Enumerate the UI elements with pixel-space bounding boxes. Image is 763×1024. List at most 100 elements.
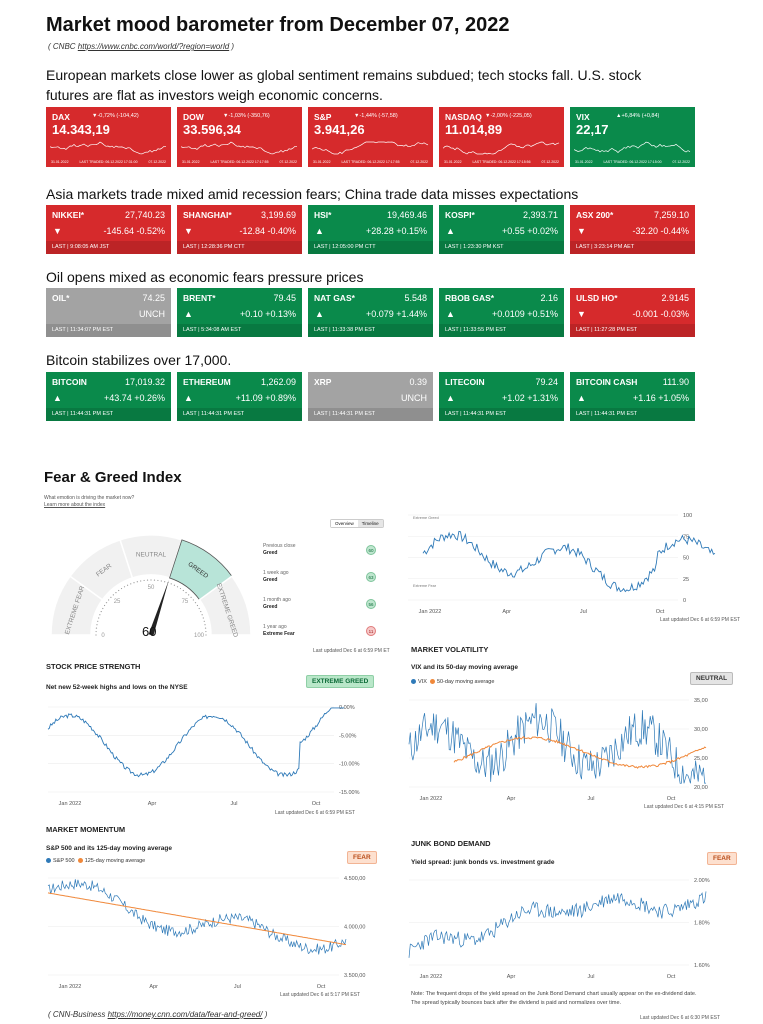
quote-card[interactable]: BRENT* 79.45 ▲ +0.10 +0.13% LAST | 5:34:08 A… <box>177 288 302 337</box>
index-card[interactable]: DAX ▼-0,72% (-104,42) 14.343,19 31.01.2022 L… <box>46 107 171 167</box>
card-dates: 31.01.2022 LAST TRADED: 06.12.2022 17:17:… <box>182 160 297 164</box>
y-tick-label: -10.00% <box>339 762 360 768</box>
index-card[interactable]: VIX ▲+6,84% (+0,84) 22,17 31.01.2022 LAST TR… <box>570 107 695 167</box>
quote-name: NAT GAS* <box>314 293 355 303</box>
quote-change: +1.16 +1.05% <box>632 393 689 403</box>
gauge-tick <box>179 587 182 590</box>
gauge-tick <box>130 583 132 585</box>
y-tick-label: 100 <box>683 513 692 519</box>
card-last-traded: LAST TRADED: 06.12.2022 17:15:56 <box>472 160 531 164</box>
quote-last-updated: LAST | 11:27:28 PM EST <box>570 324 695 337</box>
quote-price: 17,019.32 <box>124 377 165 387</box>
source-cnbc-link[interactable]: https://www.cnbc.com/world/?region=world <box>77 42 230 51</box>
tab-timeline[interactable]: Timeline <box>357 520 383 527</box>
quote-last-updated: LAST | 9:08:05 AM JST <box>46 241 171 254</box>
quote-price: 79.45 <box>273 293 296 303</box>
gauge-tick <box>133 582 135 584</box>
mm-updated: Last updated Dec 6 at 5:17 PM EST <box>280 992 361 998</box>
quote-card[interactable]: XRP 0.39 UNCH LAST | 11:44:31 PM EST <box>308 372 433 421</box>
quote-card[interactable]: BITCOIN 17,019.32 ▲ +43.74 +0.26% LAST | 11:… <box>46 372 171 421</box>
crypto-headline: Bitcoin stabilizes over 17,000. <box>46 352 232 368</box>
x-tick-label: Jul <box>234 984 241 990</box>
extreme-greed-label: Extreme Greed <box>413 516 439 520</box>
x-tick-label: Oct <box>667 796 676 802</box>
quote-change: +43.74 +0.26% <box>103 393 165 403</box>
sps-updated: Last updated Dec 6 at 6:59 PM EST <box>275 810 356 816</box>
jb-subtitle: Yield spread: junk bonds vs. investment … <box>411 859 555 866</box>
gauge-zone-label: NEUTRAL <box>136 552 167 559</box>
gauge-tick <box>115 592 117 594</box>
quote-card[interactable]: ULSD HO* 2.9145 ▼ -0.001 -0.03% LAST | 11:27… <box>570 288 695 337</box>
quote-card[interactable]: ETHEREUM 1,262.09 ▲ +11.09 +0.89% LAST | 11:… <box>177 372 302 421</box>
gauge-tick <box>100 610 102 613</box>
vix-line <box>408 703 707 784</box>
quote-name: LITECOIN <box>445 377 485 387</box>
gauge-tick <box>126 584 129 586</box>
mm-chart: 4.500,00 4.000,00 3.500,00 Jan 2022 Apr Jul Oc… <box>47 876 365 990</box>
quote-price: 2.16 <box>540 293 558 303</box>
legend-dot-icon <box>77 858 83 864</box>
quote-price: 3,199.69 <box>260 210 296 220</box>
europe-cards: DAX ▼-0,72% (-104,42) 14.343,19 31.01.2022 L… <box>46 107 695 167</box>
gauge-tick <box>108 599 110 601</box>
gauge-tick <box>157 579 159 582</box>
jb-title: JUNK BOND DEMAND <box>411 839 491 848</box>
x-tick-label: Jul <box>230 801 237 807</box>
up-arrow-icon: ▲ <box>315 226 324 236</box>
gauge-tick <box>173 584 176 586</box>
card-change: ▲+6,84% (+0,84) <box>616 113 660 119</box>
legend-dot-icon <box>46 858 51 864</box>
y-tick-label: 20,00 <box>694 785 708 791</box>
card-date-start: 31.01.2022 <box>51 160 69 164</box>
y-tick-label: 25 <box>683 577 689 583</box>
fg-updated: Last updated Dec 6 at 6:59 PM ET <box>313 648 390 654</box>
index-card[interactable]: S&P ▼-1,44% (-57,58) 3.941,26 31.01.2022 LAS… <box>308 107 433 167</box>
gauge-tick <box>203 620 205 622</box>
up-arrow-icon: ▲ <box>577 393 586 403</box>
gauge-tick <box>103 604 106 607</box>
gauge-tick <box>95 634 97 636</box>
history-item: 1 month ago Greed 56 <box>263 597 383 610</box>
quote-card[interactable]: KOSPI* 2,393.71 ▲ +0.55 +0.02% LAST | 1:23:3… <box>439 205 564 254</box>
vix-ma-line <box>453 735 707 769</box>
card-change: ▼-1,03% (-350,76) <box>223 113 270 119</box>
quote-card[interactable]: LITECOIN 79.24 ▲ +1.02 +1.31% LAST | 11:44:3… <box>439 372 564 421</box>
quote-change: +0.55 +0.02% <box>501 226 558 236</box>
card-value: 11.014,89 <box>445 122 503 137</box>
gauge-tick <box>182 589 184 592</box>
index-card[interactable]: NASDAQ ▼-2,00% (-225,05) 11.014,89 31.01.20… <box>439 107 564 167</box>
quote-card[interactable]: RBOB GAS* 2.16 ▲ +0.0109 +0.51% LAST | 11:33… <box>439 288 564 337</box>
mv-legend: VIX 50-day moving average <box>411 679 494 685</box>
y-tick-label: 75 <box>683 534 689 540</box>
quote-name: ETHEREUM <box>183 377 231 387</box>
index-card[interactable]: DOW ▼-1,03% (-350,76) 33.596,34 31.01.2022 L… <box>177 107 302 167</box>
history-score: 60 <box>366 545 376 555</box>
tab-overview[interactable]: Overview <box>331 520 358 527</box>
y-tick-label: 35,00 <box>694 698 708 704</box>
card-value: 3.941,26 <box>314 122 365 137</box>
quote-card[interactable]: NIKKEI* 27,740.23 ▼ -145.64 -0.52% LAST | 9:… <box>46 205 171 254</box>
quote-last-updated: LAST | 11:44:31 PM EST <box>46 408 171 421</box>
quote-change: +0.10 +0.13% <box>239 309 296 319</box>
quote-card[interactable]: HSI* 19,469.46 ▲ +28.28 +0.15% LAST | 12:05:… <box>308 205 433 254</box>
card-value: 22,17 <box>576 122 609 137</box>
quote-card[interactable]: SHANGHAI* 3,199.69 ▼ -12.84 -0.40% LAST | 12… <box>177 205 302 254</box>
page-title: Market mood barometer from December 07, … <box>46 14 510 36</box>
quote-card[interactable]: NAT GAS* 5.548 ▲ +0.079 +1.44% LAST | 11:33:… <box>308 288 433 337</box>
quote-last-updated: LAST | 1:23:30 PM KST <box>439 241 564 254</box>
quote-card[interactable]: OIL* 74.25 UNCH LAST | 11:34:07 PM EST <box>46 288 171 337</box>
learn-more-link[interactable]: Learn more about the index <box>44 502 106 508</box>
source-cnn-link[interactable]: https://money.cnn.com/data/fear-and-gree… <box>107 1010 263 1019</box>
y-tick-label: 50 <box>683 556 689 562</box>
quote-price: 5.548 <box>404 293 427 303</box>
card-date-end: 07.12.2022 <box>279 160 297 164</box>
quote-card[interactable]: BITCOIN CASH 111.90 ▲ +1.16 +1.05% LAST | 11… <box>570 372 695 421</box>
sparkline-path <box>312 141 429 155</box>
quote-card[interactable]: ASX 200* 7,259.10 ▼ -32.20 -0.44% LAST | 3:2… <box>570 205 695 254</box>
history-item: Previous close Greed 60 <box>263 543 383 556</box>
gauge-tick <box>185 592 187 594</box>
card-last-traded: LAST TRADED: 06.12.2022 17:17:55 <box>210 160 269 164</box>
gauge-tick <box>123 586 126 588</box>
gauge-tick <box>118 589 120 592</box>
